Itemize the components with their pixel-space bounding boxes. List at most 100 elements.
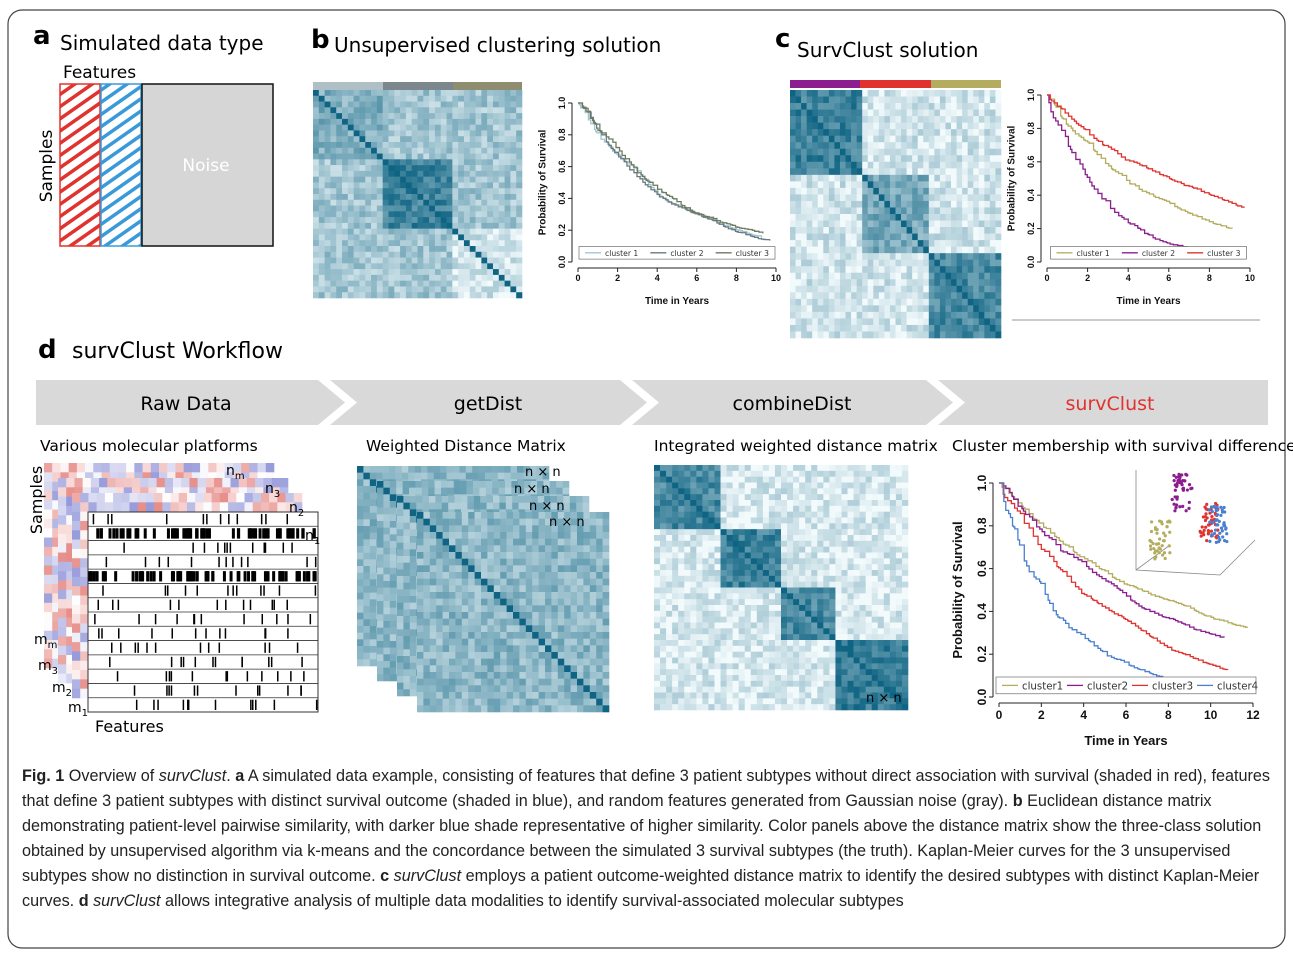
label-base: n xyxy=(289,500,298,516)
heat-cell xyxy=(807,214,813,221)
heat-cell xyxy=(884,116,890,123)
heat-cell xyxy=(912,116,918,123)
bar-tick xyxy=(200,643,202,653)
heat-cell xyxy=(801,247,807,254)
heat-cell xyxy=(435,125,441,131)
heat-cell xyxy=(846,90,852,97)
heat-cell xyxy=(851,318,857,325)
heat-cell xyxy=(429,223,435,229)
heat-cell xyxy=(370,466,377,473)
heat-cell xyxy=(990,142,996,149)
heat-cell xyxy=(510,102,516,108)
heat-cell xyxy=(968,129,974,136)
heat-cell xyxy=(907,103,913,110)
heat-cell xyxy=(901,214,907,221)
heat-cell xyxy=(951,318,957,325)
heat-cell xyxy=(995,305,1001,312)
heat-cell xyxy=(818,331,824,338)
heat-cell xyxy=(476,269,482,275)
heat-cell xyxy=(973,90,979,97)
heat-cell xyxy=(862,168,868,175)
heat-cell xyxy=(423,136,429,142)
heat-cell xyxy=(807,97,813,104)
heat-cell xyxy=(829,116,835,123)
heat-cell xyxy=(879,247,885,254)
heat-cell xyxy=(812,292,818,299)
heat-cell xyxy=(499,200,505,206)
heat-cell xyxy=(516,258,522,264)
heat-cell xyxy=(330,229,336,235)
bar-tick xyxy=(247,671,249,681)
heat-cell xyxy=(818,227,824,234)
heat-cell xyxy=(319,206,325,212)
heat-cell xyxy=(834,123,840,130)
heat-cell xyxy=(790,286,796,293)
panel-letter: d xyxy=(38,335,57,365)
heat-cell xyxy=(319,177,325,183)
heat-cell xyxy=(912,266,918,273)
heat-cell xyxy=(348,252,354,258)
bar-tick xyxy=(219,643,221,653)
heat-cell xyxy=(325,113,331,119)
heat-cell xyxy=(228,493,237,503)
heat-cell xyxy=(879,181,885,188)
heat-cell xyxy=(862,97,868,104)
heat-cell xyxy=(371,286,377,292)
heat-cell xyxy=(464,113,470,119)
heat-cell xyxy=(834,234,840,241)
heat-cell xyxy=(862,331,868,338)
heat-cell xyxy=(896,260,902,267)
heat-cell xyxy=(812,142,818,149)
heat-cell xyxy=(973,207,979,214)
heat-cell xyxy=(342,113,348,119)
heat-cell xyxy=(371,165,377,171)
heat-cell xyxy=(857,207,863,214)
heat-cell xyxy=(812,188,818,195)
step-label: getDist xyxy=(454,393,522,415)
bar-tick xyxy=(272,600,274,610)
heat-cell xyxy=(857,318,863,325)
heat-cell xyxy=(857,240,863,247)
heat-cell xyxy=(348,159,354,165)
heat-cell xyxy=(840,214,846,221)
heat-cell xyxy=(452,171,458,177)
heat-cell xyxy=(801,286,807,293)
heat-cell xyxy=(236,493,245,503)
heat-cell xyxy=(458,90,464,96)
heat-cell xyxy=(493,281,499,287)
heat-cell xyxy=(790,240,796,247)
heat-cell xyxy=(951,162,957,169)
heat-cell xyxy=(481,119,487,125)
heat-cell xyxy=(940,305,946,312)
heat-cell xyxy=(72,540,81,550)
heat-cell xyxy=(412,281,418,287)
heat-cell xyxy=(505,223,511,229)
heat-cell xyxy=(388,159,394,165)
heat-cell xyxy=(857,260,863,267)
heat-cell xyxy=(901,142,907,149)
heat-cell xyxy=(487,281,493,287)
heat-cell xyxy=(968,207,974,214)
heat-cell xyxy=(890,110,896,117)
heat-cell xyxy=(418,281,424,287)
heat-cell xyxy=(371,246,377,252)
heat-cell xyxy=(884,194,890,201)
bar-tick xyxy=(241,557,243,567)
panel-letter: c xyxy=(775,24,790,54)
heat-cell xyxy=(840,312,846,319)
heat-cell xyxy=(505,102,511,108)
heat-cell xyxy=(984,181,990,188)
heat-cell xyxy=(383,217,389,223)
heat-cell xyxy=(901,110,907,117)
heat-cell xyxy=(516,229,522,235)
heat-cell xyxy=(951,168,957,175)
heat-cell xyxy=(945,149,951,156)
heat-cell xyxy=(58,618,67,628)
heat-cell xyxy=(995,240,1001,247)
heat-cell xyxy=(423,217,429,223)
heat-cell xyxy=(823,90,829,97)
heat-cell xyxy=(481,171,487,177)
heat-cell xyxy=(400,102,406,108)
heat-cell xyxy=(951,110,957,117)
heat-cell xyxy=(365,286,371,292)
